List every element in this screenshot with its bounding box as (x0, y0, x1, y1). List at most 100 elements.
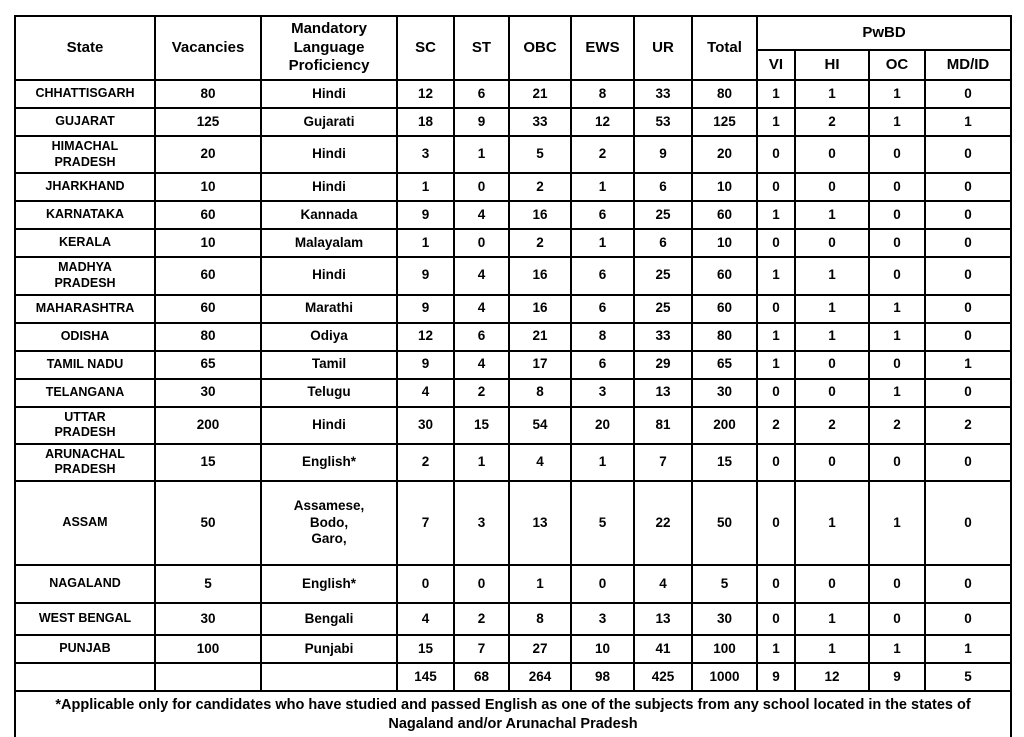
cell-language: Kannada (260, 200, 398, 231)
cell-total: 125 (691, 107, 758, 137)
cell-ews: 6 (570, 256, 635, 296)
cell-vacancies: 80 (154, 321, 262, 352)
totals-cell-vacancies (154, 662, 262, 692)
cell-total: 15 (691, 442, 758, 483)
cell-obc: 8 (508, 377, 572, 408)
cell-state: HIMACHAL PRADESH (14, 134, 156, 175)
cell-oc: 0 (868, 349, 926, 380)
cell-mdid: 0 (923, 200, 1013, 231)
cell-ur: 7 (633, 442, 693, 483)
cell-ews: 3 (570, 377, 635, 408)
cell-total: 10 (691, 228, 758, 259)
cell-vacancies: 125 (154, 107, 262, 137)
cell-oc: 1 (868, 107, 926, 137)
cell-oc: 1 (868, 377, 926, 408)
cell-sc: 15 (396, 634, 455, 664)
table-row: UTTAR PRADESH 200 Hindi 30 15 54 20 81 2… (14, 405, 1013, 445)
cell-mdid: 0 (923, 228, 1013, 259)
cell-vi: 1 (756, 349, 796, 380)
cell-vacancies: 100 (154, 634, 262, 664)
column-header-total: Total (691, 15, 758, 81)
cell-vi: 0 (756, 377, 796, 408)
column-header-state: State (14, 15, 156, 81)
cell-obc: 2 (508, 172, 572, 203)
cell-hi: 0 (794, 377, 870, 408)
cell-vi: 0 (756, 134, 796, 175)
cell-language: Hindi (260, 405, 398, 445)
cell-ur: 25 (633, 256, 693, 296)
cell-vi: 0 (756, 293, 796, 324)
cell-vi: 2 (756, 405, 796, 445)
cell-hi: 1 (794, 321, 870, 352)
cell-vacancies: 80 (154, 79, 262, 109)
cell-language: Hindi (260, 256, 398, 296)
cell-st: 6 (453, 321, 510, 352)
column-header-obc: OBC (508, 15, 572, 81)
totals-cell-ur: 425 (633, 662, 693, 692)
cell-ur: 25 (633, 293, 693, 324)
cell-language: English* (260, 564, 398, 604)
totals-cell-mdid: 5 (923, 662, 1013, 692)
cell-mdid: 0 (923, 134, 1013, 175)
cell-hi: 1 (794, 79, 870, 109)
cell-total: 10 (691, 172, 758, 203)
table-row: CHHATTISGARH 80 Hindi 12 6 21 8 33 80 1 … (14, 79, 1013, 109)
cell-mdid: 1 (923, 107, 1013, 137)
cell-obc: 17 (508, 349, 572, 380)
cell-st: 1 (453, 134, 510, 175)
totals-cell-total: 1000 (691, 662, 758, 692)
cell-language: Bengali (260, 602, 398, 636)
cell-sc: 4 (396, 377, 455, 408)
cell-vi: 0 (756, 442, 796, 483)
cell-hi: 1 (794, 293, 870, 324)
cell-vacancies: 10 (154, 172, 262, 203)
column-header-language: Mandatory Language Proficiency (260, 15, 398, 81)
cell-vacancies: 60 (154, 200, 262, 231)
totals-cell-language (260, 662, 398, 692)
cell-oc: 0 (868, 602, 926, 636)
cell-oc: 0 (868, 228, 926, 259)
cell-mdid: 0 (923, 564, 1013, 604)
totals-cell-vi: 9 (756, 662, 796, 692)
cell-hi: 1 (794, 480, 870, 566)
table-row: KERALA 10 Malayalam 1 0 2 1 6 10 0 0 0 0 (14, 228, 1013, 259)
cell-obc: 8 (508, 602, 572, 636)
cell-total: 60 (691, 256, 758, 296)
cell-total: 20 (691, 134, 758, 175)
totals-cell-oc: 9 (868, 662, 926, 692)
cell-language: Telugu (260, 377, 398, 408)
cell-ur: 25 (633, 200, 693, 231)
cell-ews: 1 (570, 442, 635, 483)
cell-mdid: 0 (923, 602, 1013, 636)
cell-mdid: 0 (923, 321, 1013, 352)
cell-vacancies: 60 (154, 256, 262, 296)
cell-total: 30 (691, 377, 758, 408)
cell-oc: 0 (868, 564, 926, 604)
cell-vi: 1 (756, 321, 796, 352)
cell-st: 7 (453, 634, 510, 664)
column-header-vacancies: Vacancies (154, 15, 262, 81)
cell-state: CHHATTISGARH (14, 79, 156, 109)
cell-obc: 27 (508, 634, 572, 664)
cell-ews: 2 (570, 134, 635, 175)
cell-st: 2 (453, 602, 510, 636)
cell-sc: 18 (396, 107, 455, 137)
cell-obc: 33 (508, 107, 572, 137)
cell-st: 0 (453, 564, 510, 604)
cell-sc: 12 (396, 321, 455, 352)
cell-ews: 1 (570, 228, 635, 259)
cell-oc: 1 (868, 480, 926, 566)
cell-hi: 1 (794, 602, 870, 636)
cell-ur: 33 (633, 321, 693, 352)
cell-total: 5 (691, 564, 758, 604)
cell-vi: 1 (756, 107, 796, 137)
cell-sc: 9 (396, 256, 455, 296)
cell-mdid: 1 (923, 349, 1013, 380)
totals-cell-ews: 98 (570, 662, 635, 692)
cell-state: ODISHA (14, 321, 156, 352)
cell-oc: 0 (868, 256, 926, 296)
cell-hi: 2 (794, 405, 870, 445)
cell-ews: 3 (570, 602, 635, 636)
cell-vi: 1 (756, 200, 796, 231)
cell-state: TELANGANA (14, 377, 156, 408)
